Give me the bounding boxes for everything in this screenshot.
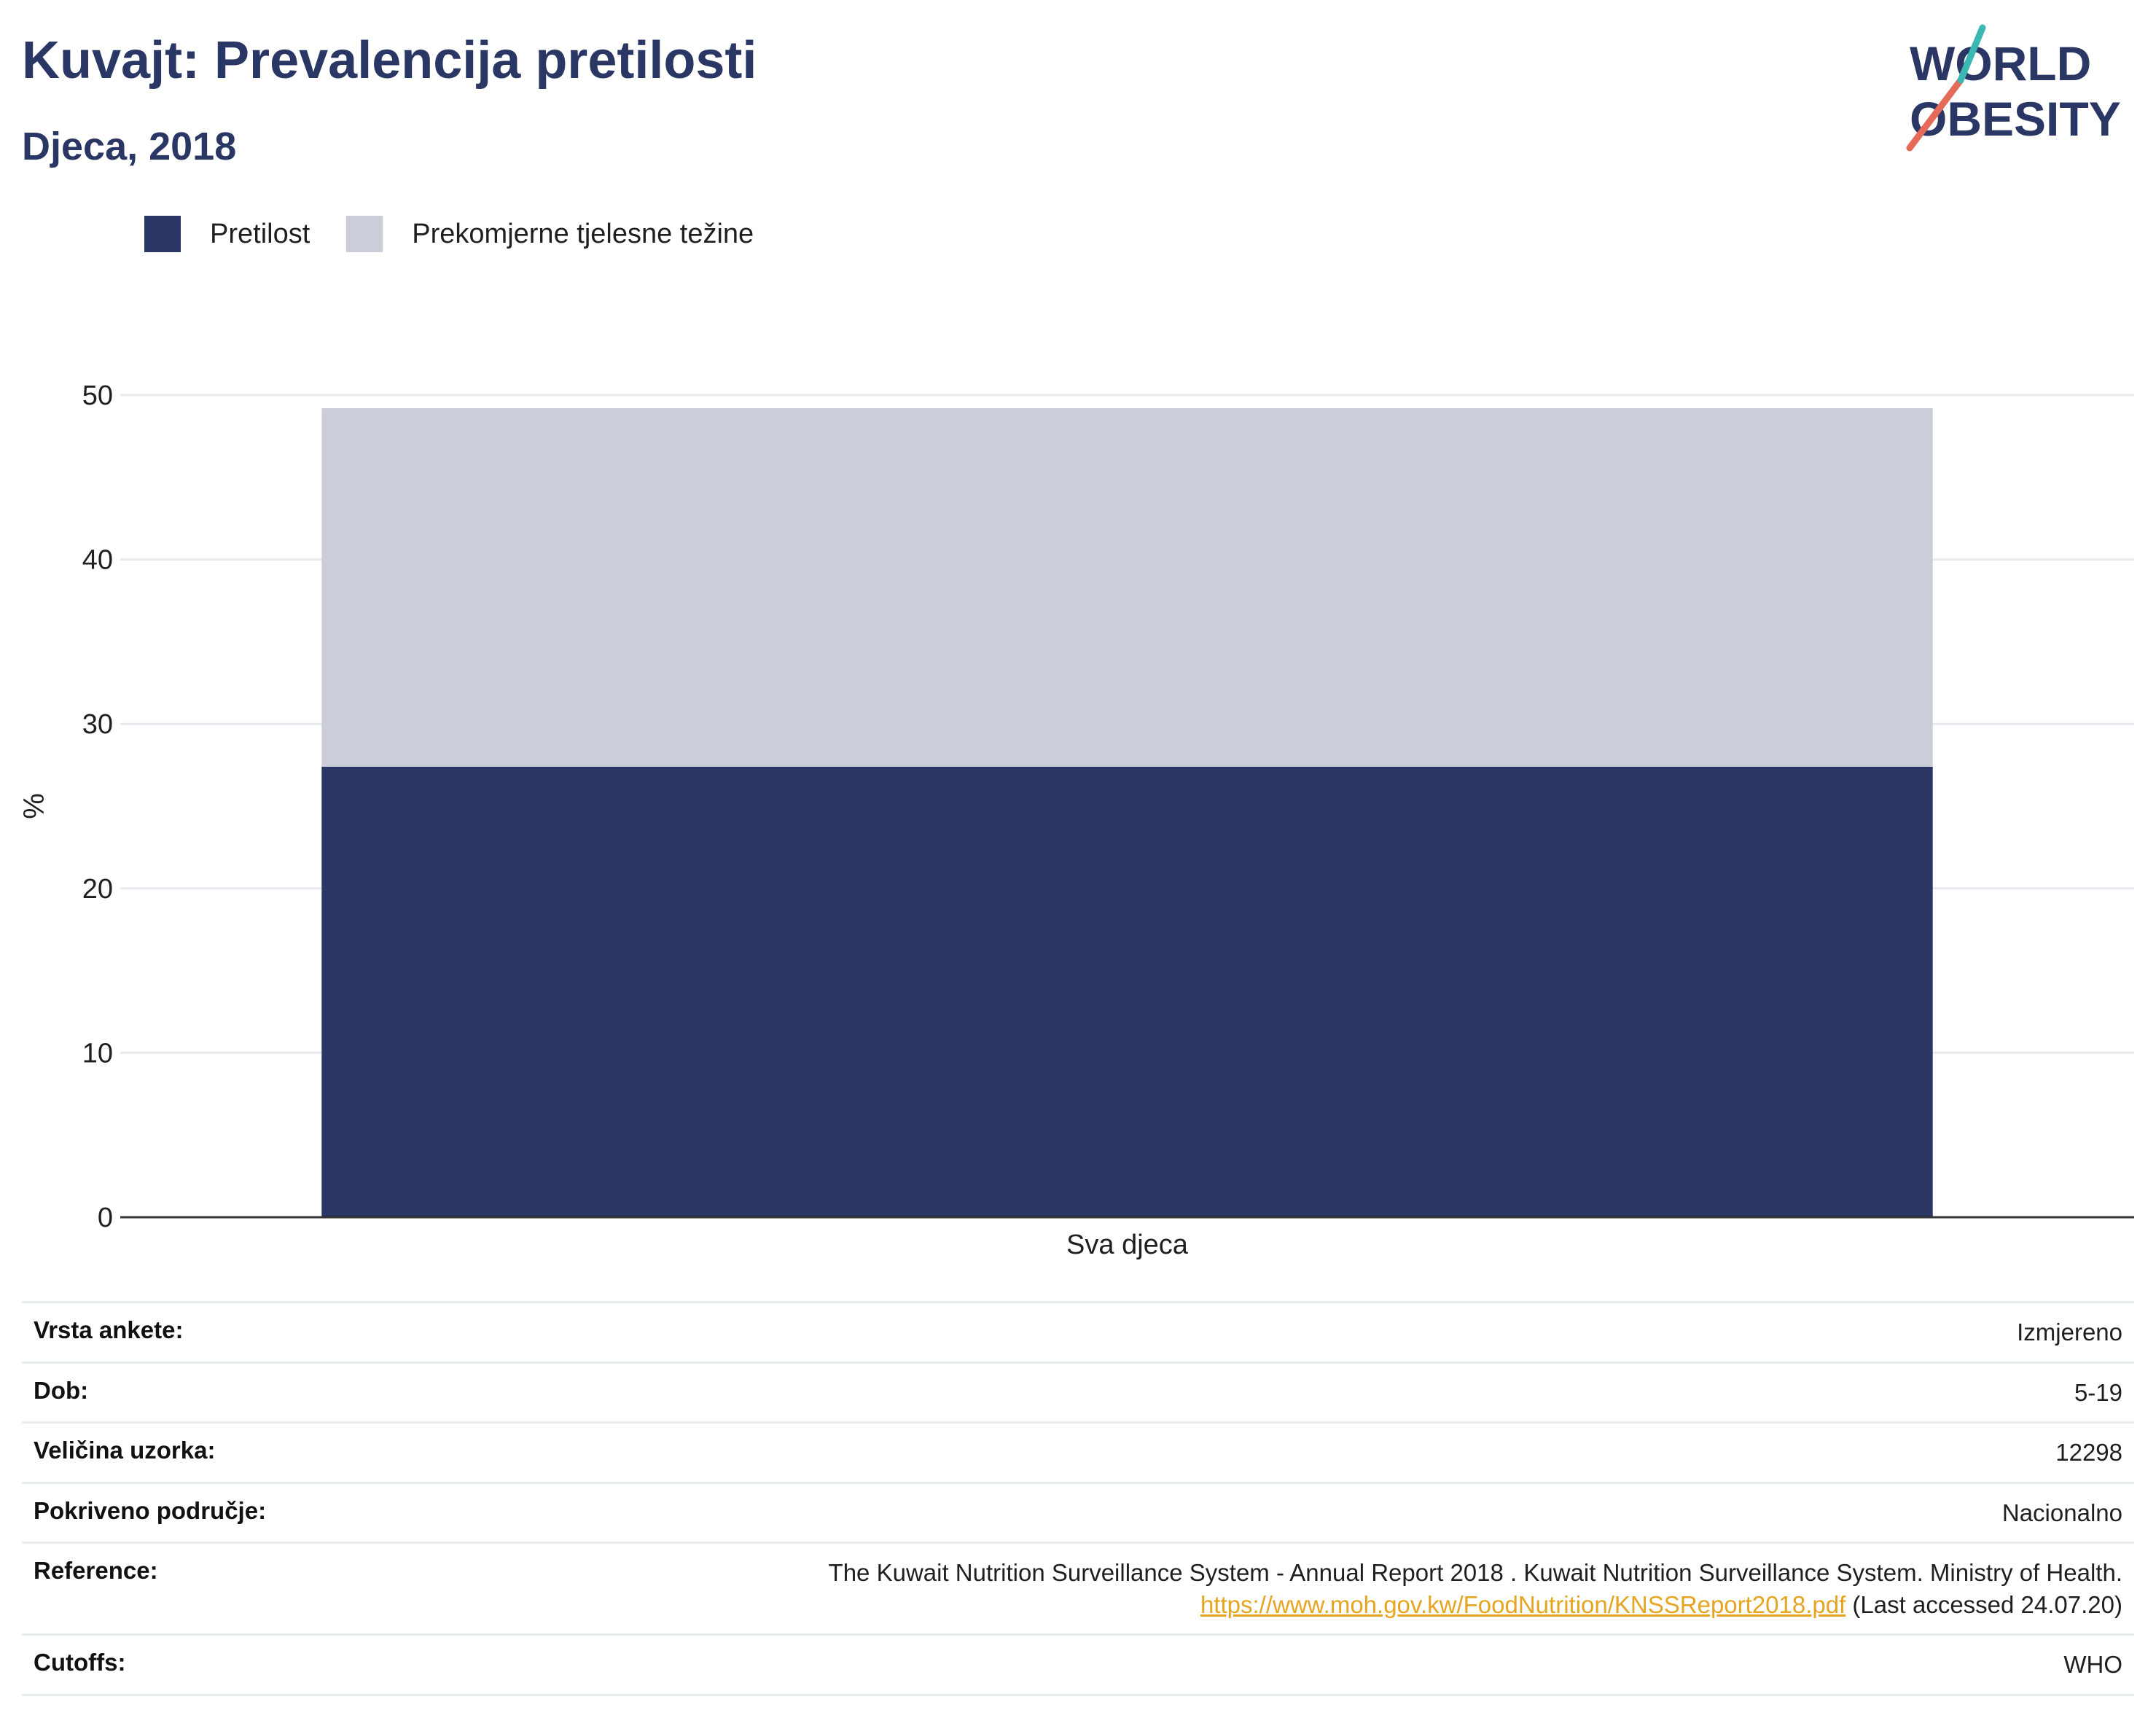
chart-title: Kuvajt: Prevalencija pretilosti [22,31,757,90]
info-row-age: Dob: 5-19 [22,1361,2134,1424]
legend-swatch-obesity [144,216,181,252]
y-tick-label: 20 [82,874,113,905]
info-value-reference: The Kuwait Nutrition Surveillance System… [555,1542,2134,1636]
legend-label-obesity: Pretilost [210,218,310,249]
legend-label-overweight: Prekomjerne tjelesne težine [412,218,754,249]
y-tick-label: 50 [82,380,113,411]
reference-text: The Kuwait Nutrition Surveillance System… [828,1559,2122,1587]
info-key: Dob: [22,1361,555,1424]
info-row-area: Pokriveno područje: Nacionalno [22,1481,2134,1544]
logo-line2: OBESITY [1910,92,2121,146]
logo-slash-red [1906,77,1964,152]
y-axis-title: % [18,793,50,819]
info-value: 12298 [555,1421,2134,1484]
info-key: Cutoffs: [22,1633,555,1696]
legend-item-obesity[interactable]: Pretilost [144,216,310,252]
info-value: 5-19 [555,1361,2134,1424]
info-row-survey-type: Vrsta ankete: Izmjereno [22,1301,2134,1364]
info-key: Vrsta ankete: [22,1301,555,1364]
reference-link[interactable]: https://www.moh.gov.kw/FoodNutrition/KNS… [1200,1590,1846,1618]
legend: Pretilost Prekomjerne tjelesne težine [144,216,790,252]
bar-chart: 0 10 20 30 40 50 Sva djeca% [18,380,2134,1260]
y-tick-label: 10 [82,1038,113,1069]
x-tick-label: Sva djeca [1066,1230,1189,1260]
info-value: WHO [555,1633,2134,1696]
info-row-sample-size: Veličina uzorka: 12298 [22,1421,2134,1484]
logo-line1: WORLD [1910,36,2091,90]
survey-info-table: Vrsta ankete: Izmjereno Dob: 5-19 Veliči… [22,1301,2134,1696]
world-obesity-logo: WORLD OBESITY [1906,24,2121,152]
y-tick-label: 30 [82,709,113,740]
logo-slash-teal [1957,24,1986,84]
legend-swatch-overweight [346,216,383,252]
legend-item-overweight[interactable]: Prekomjerne tjelesne težine [346,216,754,252]
bar-segment-obesity [321,766,1933,1217]
y-tick-label: 40 [82,545,113,576]
info-row-cutoffs: Cutoffs: WHO [22,1633,2134,1696]
info-key: Veličina uzorka: [22,1421,555,1484]
info-value: Nacionalno [555,1481,2134,1544]
bar-segment-overweight [321,408,1933,767]
info-key: Pokriveno područje: [22,1481,555,1544]
chart-subtitle: Djeca, 2018 [22,125,237,168]
y-tick-label: 0 [98,1203,113,1233]
info-key: Reference: [22,1542,555,1636]
info-row-reference: Reference: The Kuwait Nutrition Surveill… [22,1542,2134,1636]
info-value: Izmjereno [555,1301,2134,1364]
reference-accessed: (Last accessed 24.07.20) [1846,1590,2122,1618]
